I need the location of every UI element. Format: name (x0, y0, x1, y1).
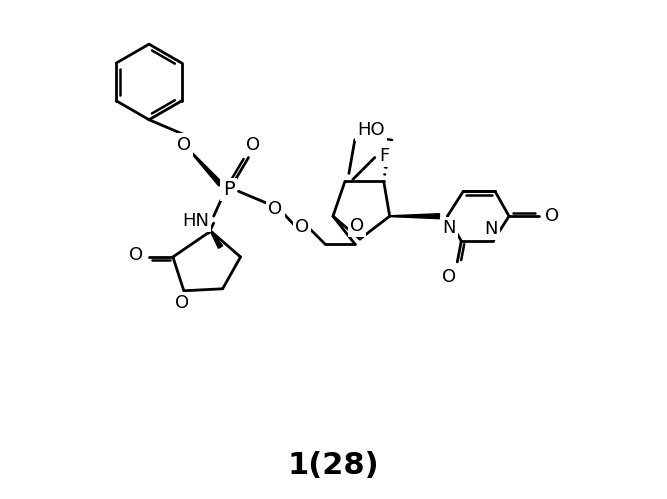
Text: O: O (268, 200, 282, 218)
Text: O: O (545, 207, 559, 225)
Text: N: N (484, 220, 498, 238)
Text: F: F (380, 147, 390, 165)
Text: O: O (177, 136, 191, 154)
Text: N: N (443, 219, 456, 237)
Polygon shape (210, 231, 223, 249)
Text: F: F (358, 127, 368, 145)
Text: O: O (246, 136, 261, 154)
Text: 1(28): 1(28) (287, 451, 379, 481)
Text: HO: HO (357, 121, 385, 139)
Text: O: O (350, 217, 364, 235)
Polygon shape (189, 149, 223, 186)
Text: HN: HN (182, 212, 209, 230)
Text: O: O (442, 268, 456, 286)
Text: O: O (295, 218, 309, 236)
Text: P: P (223, 180, 234, 199)
Polygon shape (390, 214, 440, 219)
Text: O: O (129, 246, 143, 264)
Text: O: O (175, 294, 189, 312)
